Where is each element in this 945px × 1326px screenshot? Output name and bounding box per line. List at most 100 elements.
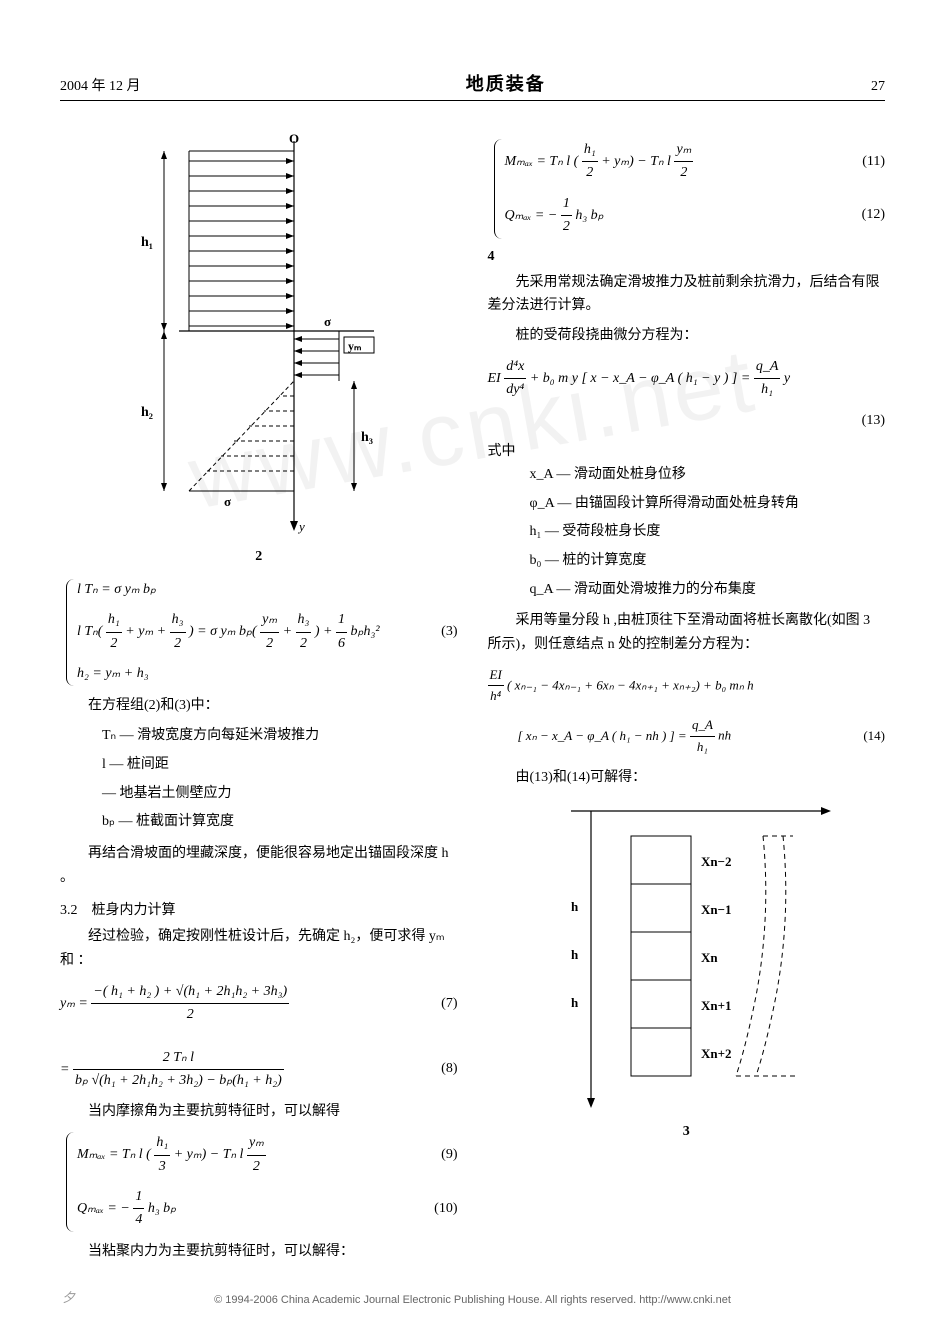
fig2-h3: h₃ (361, 430, 373, 445)
p-combine: 再结合滑坡面的埋藏深度，便能很容易地定出锚固段深度 h 。 (60, 842, 458, 890)
t: yₘ (674, 139, 693, 162)
t: yₘ = (60, 996, 91, 1011)
eq7-body: yₘ = −( h₁ + h₂ ) + √(h₁ + 2h₁h₂ + 3h₃)2 (60, 981, 431, 1027)
t: yₘ (260, 609, 279, 632)
t: 6 (336, 633, 347, 655)
eq12-num: (12) (862, 204, 885, 226)
t: 2 (561, 216, 572, 238)
figure-2: y O (60, 131, 458, 541)
fig3-xn2: Xn+2 (701, 1046, 732, 1061)
t: d⁴x (504, 356, 526, 379)
t: ) + (315, 625, 336, 640)
p4b: 桩的受荷段挠曲微分方程为： (488, 324, 886, 348)
t: h₃ bₚ (148, 1201, 176, 1216)
header-journal: 地质装备 (466, 70, 546, 96)
t: 3 (154, 1156, 170, 1178)
fig3-xn: Xn (701, 950, 718, 965)
p-where-label: 式中 (488, 440, 886, 460)
eq9-body: Mₘₐₓ = Tₙ l ( h₁3 + yₘ) − Tₙ l yₘ2 (77, 1132, 431, 1178)
t: Mₘₐₓ = Tₙ l ( (505, 154, 579, 169)
t: Qₘₐₓ = − (77, 1201, 133, 1216)
left-column: y O (60, 131, 458, 1270)
figure-3-svg: Xn−2 Xn−1 Xn Xn+1 Xn+2 h h h (531, 796, 841, 1116)
t: + b₀ m y [ x − x_A − φ_A ( h₁ − y ) ] = (530, 371, 754, 386)
t: ) = σ yₘ bₚ( (189, 625, 257, 640)
t: h₁ (106, 609, 122, 632)
t: 2 (106, 633, 122, 655)
t: yₘ (247, 1132, 266, 1155)
fig3-xn1: Xn+1 (701, 998, 732, 1013)
eq3-body: l Tₙ( h₁2 + yₘ + h₃2 ) = σ yₘ bₚ( yₘ2 + … (77, 609, 431, 655)
t: + yₘ) − Tₙ l (174, 1147, 247, 1162)
header-date: 2004 年 12 月 (60, 75, 141, 95)
t: [ xₙ − x_A − φ_A ( h₁ − nh ) ] = (518, 728, 690, 743)
figure-2-caption: 2 (60, 549, 458, 565)
t: 1 (336, 609, 347, 632)
t: 4 (133, 1209, 144, 1231)
fig2-axis-y: y (297, 519, 305, 534)
eq14-body-1: EIh⁴ ( xₙ₋₁ − 4xₙ₋₁ + 6xₙ − 4xₙ₊₁ + xₙ₊₂… (488, 665, 886, 708)
t: h₁ (582, 139, 598, 162)
eq14-body-2: [ xₙ − x_A − φ_A ( h₁ − nh ) ] = q_Ah₁ n… (488, 715, 854, 758)
where-bp: bₚ — 桩截面计算宽度 (102, 809, 458, 836)
fig2-h2: h₂ (141, 405, 153, 420)
figure-3: Xn−2 Xn−1 Xn Xn+1 Xn+2 h h h (488, 796, 886, 1116)
t: h₁ (754, 379, 781, 401)
p-sec32: 经过检验，确定按刚性桩设计后，先确定 h₂，便可求得 yₘ 和 ： (60, 925, 458, 973)
t: q_A (690, 715, 715, 737)
eq3-num: (3) (441, 621, 457, 643)
p4a: 先采用常规法确定滑坡推力及桩前剩余抗滑力，后结合有限差分法进行计算。 (488, 271, 886, 319)
eq11-num: (11) (862, 151, 885, 173)
fig2-ym: yₘ (348, 339, 361, 353)
fig2-label-O: O (289, 131, 299, 146)
figure-3-caption: 3 (488, 1124, 886, 1140)
t: 2 (260, 633, 279, 655)
t: Qₘₐₓ = − (505, 208, 561, 223)
fig3-h-3: h (571, 995, 579, 1010)
eq-group-11-12: Mₘₐₓ = Tₙ l ( h₁2 + yₘ) − Tₙ l yₘ2 (11) … (494, 139, 886, 239)
fig2-h1: h₁ (141, 235, 153, 250)
t: ( xₙ₋₁ − 4xₙ₋₁ + 6xₙ − 4xₙ₊₁ + xₙ₊₂) + b… (507, 677, 754, 692)
t: h₃ bₚ (575, 208, 603, 223)
eq8-num: (8) (441, 1058, 457, 1080)
eq11-body: Mₘₐₓ = Tₙ l ( h₁2 + yₘ) − Tₙ l yₘ2 (505, 139, 853, 185)
t: 2 (247, 1156, 266, 1178)
t: EI (488, 665, 504, 687)
where-qa: q_A — 滑动面处滑坡推力的分布集度 (530, 577, 886, 604)
eq7-num: (7) (441, 993, 457, 1015)
t: y (784, 371, 790, 386)
t: + yₘ + (125, 625, 169, 640)
fig3-xn-2: Xn−2 (701, 854, 732, 869)
t: 2 (91, 1004, 289, 1026)
t: q_A (754, 356, 781, 379)
p-solve: 由(13)和(14)可解得： (488, 766, 886, 790)
fig3-xn-1: Xn−1 (701, 902, 732, 917)
header-page: 27 (871, 79, 885, 95)
t: Mₘₐₓ = Tₙ l ( (77, 1147, 151, 1162)
equation-group-2-3: l Tₙ = σ yₘ bₚ l Tₙ( h₁2 + yₘ + h₃2 ) = … (66, 579, 458, 686)
t: l Tₙ( (77, 625, 102, 640)
fig3-h-1: h (571, 899, 579, 914)
t: 2 (582, 162, 598, 184)
where-l: l — 桩间距 (102, 752, 458, 779)
t: 1 (561, 193, 572, 216)
t: h⁴ (488, 686, 504, 707)
fig2-sigma-bot: σ (224, 494, 231, 509)
t: bₚh₃² (351, 625, 380, 640)
t: 2 (170, 633, 186, 655)
where-Tn: Tₙ — 滑坡宽度方向每延米滑坡推力 (102, 723, 458, 750)
t: 2 (296, 633, 312, 655)
t: EI (488, 371, 505, 386)
t: bₚ √(h₁ + 2h₁h₂ + 3h₂) − bₚ(h₁ + h₂) (73, 1070, 284, 1092)
page-header: 2004 年 12 月 地质装备 27 (60, 70, 885, 101)
p-in-equation-group: 在方程组(2)和(3)中： (60, 694, 458, 718)
fig2-sigma-top: σ (324, 314, 331, 329)
eq-body: h₂ = yₘ + h₃ (77, 663, 458, 685)
t: h₁ (690, 737, 715, 758)
t: h₃ (170, 609, 186, 632)
p-discrete: 采用等量分段 h ,由桩顶往下至滑动面将桩长离散化(如图 3 所示)，则任意结点… (488, 609, 886, 657)
section-4: 4 (488, 249, 886, 265)
eq9-num: (9) (441, 1144, 457, 1166)
eq8-body: = 2 Tₙ lbₚ √(h₁ + 2h₁h₂ + 3h₂) − bₚ(h₁ +… (60, 1047, 431, 1093)
eq-body: l Tₙ = σ yₘ bₚ (77, 579, 458, 601)
